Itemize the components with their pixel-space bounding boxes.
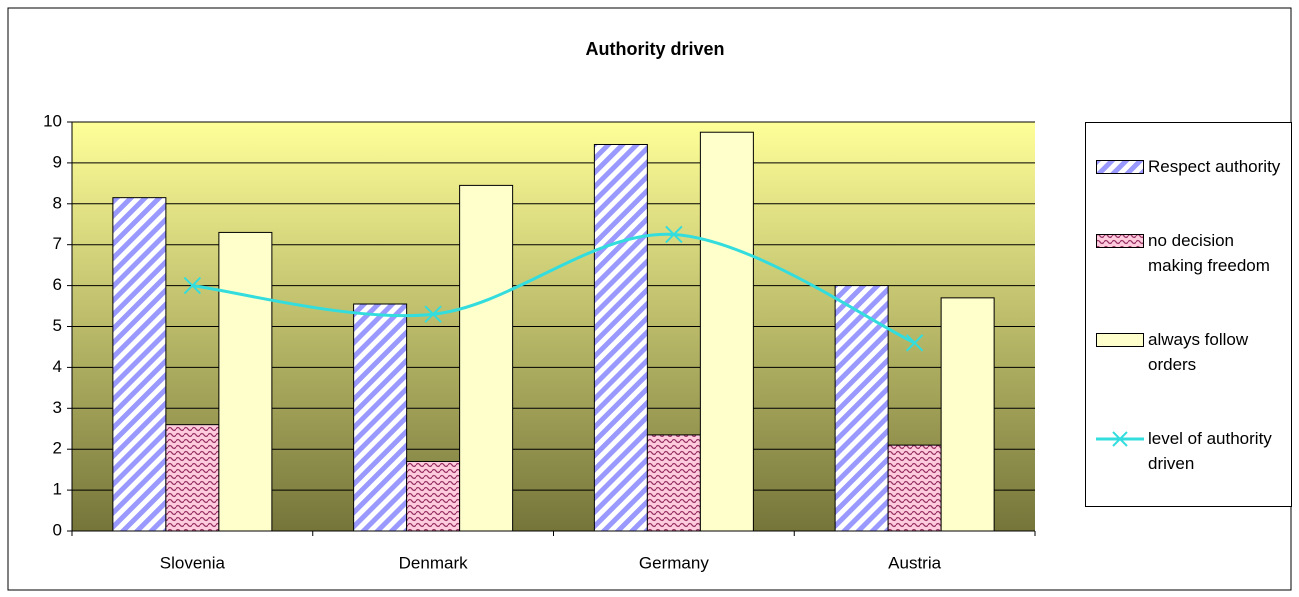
bar <box>646 434 701 532</box>
bar <box>112 197 167 532</box>
marker <box>905 334 924 352</box>
y-tick-label: 7 <box>53 234 62 253</box>
y-tick-label: 8 <box>53 193 62 212</box>
bar <box>218 231 273 532</box>
bar <box>940 297 995 532</box>
bar <box>406 460 461 532</box>
legend-swatch <box>1096 332 1144 347</box>
y-tick-label: 9 <box>53 152 62 171</box>
x-tick-label: Slovenia <box>160 553 226 572</box>
bar <box>887 444 942 532</box>
legend-entry: Respect authority <box>1086 154 1291 179</box>
y-tick-label: 6 <box>53 275 62 294</box>
legend: Respect authority no decision making free… <box>1085 122 1292 507</box>
legend-label: level of authority driven <box>1148 428 1272 473</box>
bar <box>834 285 889 532</box>
legend-label: always follow orders <box>1148 329 1249 374</box>
y-tick-label: 0 <box>53 520 62 539</box>
legend-box <box>1096 332 1144 347</box>
bar <box>165 424 220 532</box>
chart-title: Authority driven <box>585 39 724 59</box>
marker <box>424 305 442 323</box>
y-tick-label: 2 <box>53 439 62 458</box>
bar <box>593 143 648 532</box>
marker <box>665 225 683 244</box>
legend-swatch <box>1096 430 1144 447</box>
y-tick-label: 4 <box>53 357 62 376</box>
y-tick-label: 1 <box>53 480 62 499</box>
legend-label: no decision making freedom <box>1148 230 1270 275</box>
legend-entry: no decision making freedom <box>1086 228 1291 278</box>
legend-swatch <box>1096 159 1144 174</box>
marker <box>183 276 202 295</box>
legend-entry: level of authority driven <box>1086 426 1291 476</box>
y-tick-label: 10 <box>43 111 62 130</box>
bar <box>699 131 754 532</box>
legend-box <box>1096 159 1144 174</box>
legend-label: Respect authority <box>1148 156 1281 176</box>
legend-box <box>1096 233 1144 248</box>
y-tick-label: 5 <box>53 316 62 335</box>
x-tick-label: Denmark <box>399 553 468 572</box>
y-tick-label: 3 <box>53 398 62 417</box>
bar <box>459 184 514 532</box>
line <box>192 232 916 345</box>
legend-swatch <box>1096 233 1144 248</box>
legend-entry: always follow orders <box>1086 327 1291 377</box>
x-tick-label: Austria <box>888 553 941 572</box>
legend-marker <box>1112 430 1128 447</box>
bar <box>353 303 408 532</box>
x-tick-label: Germany <box>639 553 709 572</box>
